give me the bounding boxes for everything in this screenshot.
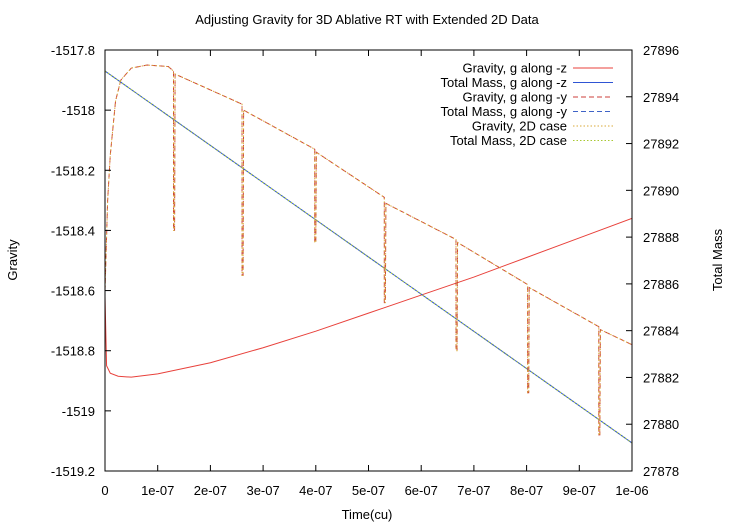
x-tick-label: 5e-07: [352, 483, 385, 498]
x-tick-label: 1e-07: [141, 483, 174, 498]
y2-tick-label: 27886: [643, 277, 679, 292]
legend-entry-gravity-2d-case: Gravity, 2D case: [472, 119, 613, 134]
x-tick-label: 4e-07: [299, 483, 332, 498]
series-line-gravity-g-along-z: [105, 217, 632, 378]
legend-label: Gravity, g along -y: [462, 90, 567, 105]
y-tick-label: -1517.8: [51, 43, 95, 58]
y2-tick-label: 27896: [643, 43, 679, 58]
legend-label: Total Mass, g along -y: [441, 104, 568, 119]
y2-tick-label: 27884: [643, 324, 679, 339]
y-tick-label: -1518: [62, 103, 95, 118]
chart-title: Adjusting Gravity for 3D Ablative RT wit…: [195, 12, 539, 27]
legend-entry-total-mass-2d-case: Total Mass, 2D case: [450, 133, 613, 148]
series-layer: [105, 64, 632, 444]
legend-entry-gravity-g-along-z: Gravity, g along -z: [462, 61, 613, 76]
x-tick-label: 2e-07: [194, 483, 227, 498]
x-tick-label: 8e-07: [510, 483, 543, 498]
axes-layer: 0 1e-07 2e-07 3e-07 4e-07 5e-07 6e-07 7e-07 8e-0…: [51, 43, 679, 498]
x-tick-label: 3e-07: [246, 483, 279, 498]
y2-tick-label: 27880: [643, 417, 679, 432]
legend-entry-total-mass-g-along-z: Total Mass, g along -z: [441, 75, 613, 90]
legend-label: Total Mass, 2D case: [450, 133, 567, 148]
y2-tick-label: 27878: [643, 464, 679, 479]
y2-tick-label: 27890: [643, 183, 679, 198]
x-tick-label: 7e-07: [457, 483, 490, 498]
plot-background: [105, 50, 632, 471]
x-tick-label: 9e-07: [563, 483, 596, 498]
y-tick-label: -1519: [62, 404, 95, 419]
y2-tick-label: 27894: [643, 90, 679, 105]
x-tick-label: 0: [101, 483, 108, 498]
y2-axis-title: Total Mass: [710, 228, 725, 291]
legend-entry-total-mass-g-along-y: Total Mass, g along -y: [441, 104, 613, 119]
series-line-gravity-g-along-y: [105, 64, 632, 436]
y2-tick-label: 27892: [643, 137, 679, 152]
legend-label: Gravity, g along -z: [462, 61, 567, 76]
legend-label: Gravity, 2D case: [472, 119, 567, 134]
y2-tick-label: 27888: [643, 230, 679, 245]
y-tick-label: -1518.2: [51, 163, 95, 178]
y-tick-label: -1518.8: [51, 344, 95, 359]
y-axis-title: Gravity: [5, 239, 20, 281]
x-tick-label: 6e-07: [405, 483, 438, 498]
x-axis-title: Time(cu): [342, 507, 393, 522]
legend-label: Total Mass, g along -z: [441, 75, 567, 90]
x-tick-label: 1e-06: [615, 483, 648, 498]
y-tick-label: -1518.6: [51, 284, 95, 299]
plot-area: [105, 50, 632, 471]
y-tick-label: -1519.2: [51, 464, 95, 479]
legend-entry-gravity-g-along-y: Gravity, g along -y: [462, 90, 613, 105]
series-line-total-mass-2d-case: [105, 70, 632, 444]
y-tick-label: -1518.4: [51, 223, 95, 238]
y2-tick-label: 27882: [643, 370, 679, 385]
